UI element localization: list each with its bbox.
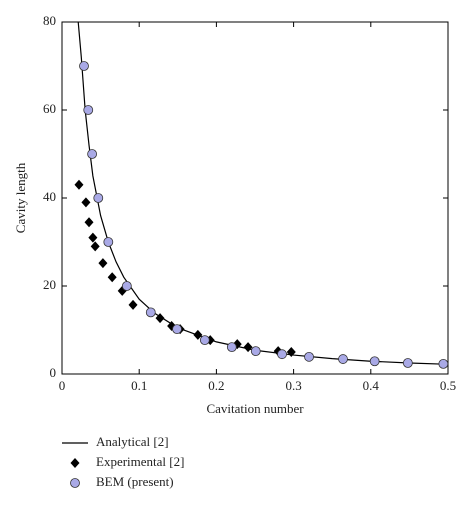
- plot-frame: [61, 21, 449, 375]
- data-point: [79, 61, 89, 71]
- y-tick-label: 20: [43, 277, 56, 292]
- y-tick-label: 0: [50, 365, 57, 380]
- data-point: [304, 351, 314, 362]
- legend-symbol: [70, 478, 80, 488]
- data-point: [155, 313, 165, 324]
- x-axis-label: Cavitation number: [206, 401, 304, 416]
- data-point: [128, 299, 138, 310]
- data-point: [193, 329, 203, 340]
- x-tick-label: 0.4: [363, 378, 380, 393]
- y-tick-label: 60: [43, 101, 56, 116]
- data-point: [438, 358, 449, 369]
- x-tick-label: 0.5: [440, 378, 456, 393]
- y-tick-label: 40: [43, 189, 56, 204]
- data-point: [172, 324, 182, 335]
- x-tick-label: 0: [59, 378, 66, 393]
- legend-label: BEM (present): [96, 474, 174, 489]
- data-point: [402, 358, 413, 368]
- data-point: [93, 193, 104, 203]
- legend-label: Experimental [2]: [96, 454, 184, 469]
- data-point: [243, 342, 253, 353]
- x-tick-label: 0.1: [131, 378, 147, 393]
- data-point: [226, 342, 237, 353]
- x-tick-label: 0.2: [208, 378, 224, 393]
- y-tick-label: 80: [43, 13, 56, 28]
- data-point: [88, 232, 98, 243]
- data-point: [338, 354, 348, 364]
- y-axis-label: Cavity length: [13, 162, 28, 233]
- data-point: [107, 272, 117, 283]
- data-point: [250, 346, 261, 357]
- legend-label: Analytical [2]: [96, 434, 169, 449]
- data-point: [369, 356, 380, 367]
- data-point: [277, 349, 287, 360]
- data-point: [87, 149, 98, 159]
- data-point: [98, 258, 108, 269]
- data-point: [145, 307, 156, 318]
- data-point: [90, 241, 100, 252]
- data-point: [103, 237, 114, 247]
- analytical-curve: [77, 21, 449, 365]
- data-point: [81, 197, 91, 208]
- data-point: [83, 105, 94, 115]
- data-point: [84, 217, 94, 228]
- data-point: [286, 347, 296, 357]
- legend-symbol: [70, 458, 80, 468]
- data-point: [74, 179, 84, 190]
- data-point: [199, 335, 210, 346]
- data-point: [121, 281, 132, 291]
- x-tick-label: 0.3: [285, 378, 301, 393]
